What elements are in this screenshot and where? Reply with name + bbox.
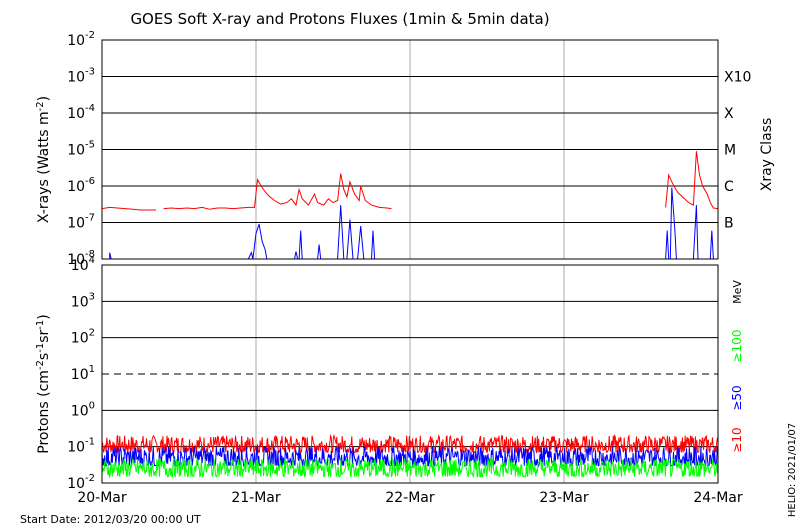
xray-series-line-0 [101, 151, 719, 211]
xray-y-tick-label: 10-2 [67, 30, 95, 49]
xray-y-tick-label: 10-4 [67, 103, 95, 122]
proton-panel: 104 103 102 101 100 10-1 10-2 ≥10 ≥50 ≥100 MeV Pr… [35, 255, 745, 492]
proton-y-tick-label: 104 [71, 255, 95, 274]
proton-series-line-1 [101, 445, 719, 468]
chart-title: GOES Soft X-ray and Protons Fluxes (1min… [130, 10, 549, 28]
xray-class-label: X [724, 106, 734, 122]
xray-series-group [101, 151, 719, 260]
xray-panel: 10-2 10-3 10-4 10-5 10-6 10-7 10-8 X10 X M C B Xra… [35, 30, 776, 268]
xray-series-line-1 [109, 187, 714, 260]
proton-energy-unit: MeV [731, 280, 744, 304]
xray-class-labels: X10 X M C B [724, 70, 751, 232]
x-tick-label: 22-Mar [385, 490, 435, 506]
proton-y-tick-label: 10-1 [67, 437, 95, 456]
xray-y-tick-label: 10-7 [67, 213, 95, 232]
proton-frame [101, 264, 719, 484]
credit-text: HELIO: 2021/01/07 [787, 423, 798, 517]
proton-y-tick-label: 103 [71, 291, 95, 310]
xray-class-label: M [724, 143, 736, 159]
start-date: Start Date: 2012/03/20 00:00 UT [20, 513, 201, 526]
proton-legend-label: ≥50 [730, 385, 744, 410]
xray-y-tick-label: 10-3 [67, 67, 95, 86]
xray-class-axis-label: Xray Class [759, 118, 775, 192]
x-tick-labels: 20-Mar 21-Mar 22-Mar 23-Mar 24-Mar [77, 490, 743, 506]
proton-series-line-2 [101, 457, 719, 479]
xray-class-label: X10 [724, 70, 751, 86]
x-tick-label: 20-Mar [77, 490, 127, 506]
proton-y-axis-label: Protons (cm-2s-1sr-1) [35, 314, 53, 453]
xray-y-tick-label: 10-6 [67, 176, 95, 195]
xray-y-tick-label: 10-8 [67, 249, 95, 268]
xray-y-tick-labels: 10-2 10-3 10-4 10-5 10-6 10-7 10-8 [67, 30, 95, 268]
x-tick-label: 23-Mar [539, 490, 589, 506]
xray-y-axis-label: X-rays (Watts m-2) [35, 96, 53, 223]
proton-series-group [101, 433, 719, 479]
xray-frame [101, 39, 719, 260]
xray-y-tick-label: 10-5 [67, 140, 95, 159]
x-tick-label: 24-Mar [693, 490, 743, 506]
xray-gridlines [102, 40, 718, 259]
proton-y-tick-label: 102 [71, 328, 95, 347]
xray-class-label: B [724, 216, 734, 232]
proton-energy-legend: ≥10 ≥50 ≥100 MeV [730, 280, 744, 453]
proton-legend-label: ≥100 [730, 330, 744, 363]
proton-y-tick-label: 101 [71, 364, 95, 383]
proton-y-tick-labels: 104 103 102 101 100 10-1 10-2 [67, 255, 95, 492]
proton-y-tick-label: 10-2 [67, 473, 95, 492]
proton-y-tick-label: 100 [71, 400, 95, 419]
proton-legend-label: ≥10 [730, 427, 744, 452]
xray-class-label: C [724, 179, 734, 195]
x-tick-label: 21-Mar [231, 490, 281, 506]
